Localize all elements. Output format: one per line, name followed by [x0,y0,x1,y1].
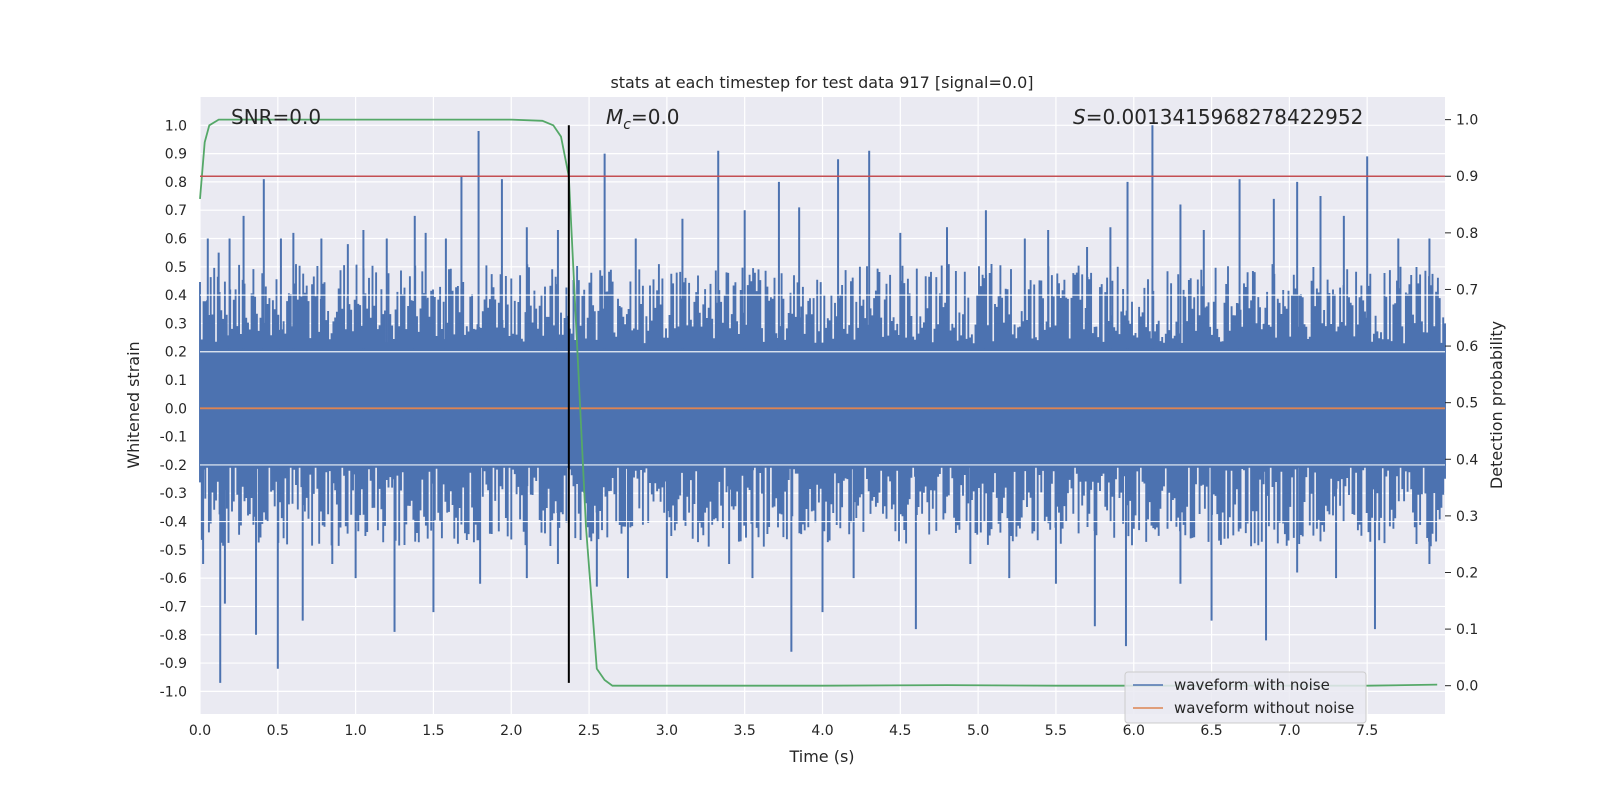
y-right-tick-label: 0.5 [1456,396,1478,412]
y-left-tick-label: -0.5 [160,543,187,559]
chirp-mass-annotation: Mc=0.0 [606,105,680,133]
y-right-tick-labels: 1.0 0.9 0.8 0.7 0.6 0.5 0.4 0.3 0.2 0.1 0.0 [1445,113,1478,695]
y-left-tick-labels: 1.0 0.9 0.8 0.7 0.6 0.5 0.4 0.3 0.2 0.1 0.0 -0.1 -0.… [160,118,187,700]
x-tick-label: 7.0 [1278,723,1300,739]
x-tick-label: 3.5 [734,723,756,739]
y-left-tick-label: 0.6 [165,232,187,248]
y-left-tick-label: 0.7 [165,203,187,219]
mc-subscript: c [623,117,631,133]
y-left-tick-label: 0.0 [165,401,187,417]
y-left-tick-label: 0.1 [165,373,187,389]
x-tick-label: 2.0 [500,723,522,739]
y-right-axis-label: Detection probability [1487,321,1506,489]
mc-value: =0.0 [631,105,680,129]
series-lines-group [199,118,1445,687]
y-left-tick-label: -0.1 [160,430,187,446]
x-tick-label: 6.5 [1200,723,1222,739]
y-right-tick-label: 0.0 [1456,679,1478,695]
y-right-tick-label: 0.3 [1456,509,1478,525]
x-tick-label: 2.5 [578,723,600,739]
y-left-tick-label: 0.3 [165,316,187,332]
y-left-tick-label: -0.7 [160,599,187,615]
y-right-tick-label: 0.6 [1456,339,1478,355]
y-left-tick-label: 0.2 [165,345,187,361]
y-left-tick-label: -0.9 [160,656,187,672]
y-left-tick-label: 0.8 [165,175,187,191]
y-right-tick-label: 0.9 [1456,169,1478,185]
chart-title: stats at each timestep for test data 917… [610,73,1033,92]
s-symbol: S [1073,105,1086,129]
x-tick-label: 3.0 [656,723,678,739]
y-left-tick-label: 0.9 [165,147,187,163]
y-right-tick-label: 0.4 [1456,452,1478,468]
y-right-tick-label: 0.1 [1456,622,1478,638]
x-tick-label: 0.0 [189,723,211,739]
y-left-tick-label: -1.0 [160,684,187,700]
legend-label-noise: waveform with noise [1174,676,1330,694]
x-axis-label: Time (s) [788,747,854,766]
s-annotation: S=0.0013415968278422952 [1073,105,1363,129]
x-tick-label: 1.0 [344,723,366,739]
y-right-tick-label: 0.2 [1456,565,1478,581]
x-tick-label: 4.0 [811,723,833,739]
y-left-axis-label: Whitened strain [124,341,143,468]
x-tick-label: 5.0 [967,723,989,739]
y-left-tick-label: 0.4 [165,288,187,304]
x-tick-labels: 0.0 0.5 1.0 1.5 2.0 2.5 3.0 3.5 4.0 4.5 5.0 5.5 6.0 6… [189,723,1378,739]
mc-symbol: M [606,105,623,129]
x-tick-label: 6.0 [1123,723,1145,739]
x-tick-label: 5.5 [1045,723,1067,739]
x-tick-label: 0.5 [267,723,289,739]
y-left-tick-label: 1.0 [165,118,187,134]
y-left-tick-label: -0.4 [160,515,187,531]
snr-annotation: SNR=0.0 [231,105,321,129]
x-tick-label: 1.5 [422,723,444,739]
y-left-tick-label: -0.6 [160,571,187,587]
s-value: =0.0013415968278422952 [1086,105,1364,129]
y-left-tick-label: -0.2 [160,458,187,474]
y-left-tick-label: 0.5 [165,260,187,276]
legend: waveform with noise waveform without noi… [1124,671,1367,724]
x-tick-label: 7.5 [1356,723,1378,739]
y-right-tick-label: 0.8 [1456,226,1478,242]
y-right-tick-label: 0.7 [1456,282,1478,298]
y-left-tick-label: -0.3 [160,486,187,502]
x-tick-label: 4.5 [889,723,911,739]
legend-box [1124,671,1367,724]
y-left-tick-label: -0.8 [160,628,187,644]
y-right-tick-label: 1.0 [1456,113,1478,129]
legend-label-clean: waveform without noise [1174,699,1354,717]
